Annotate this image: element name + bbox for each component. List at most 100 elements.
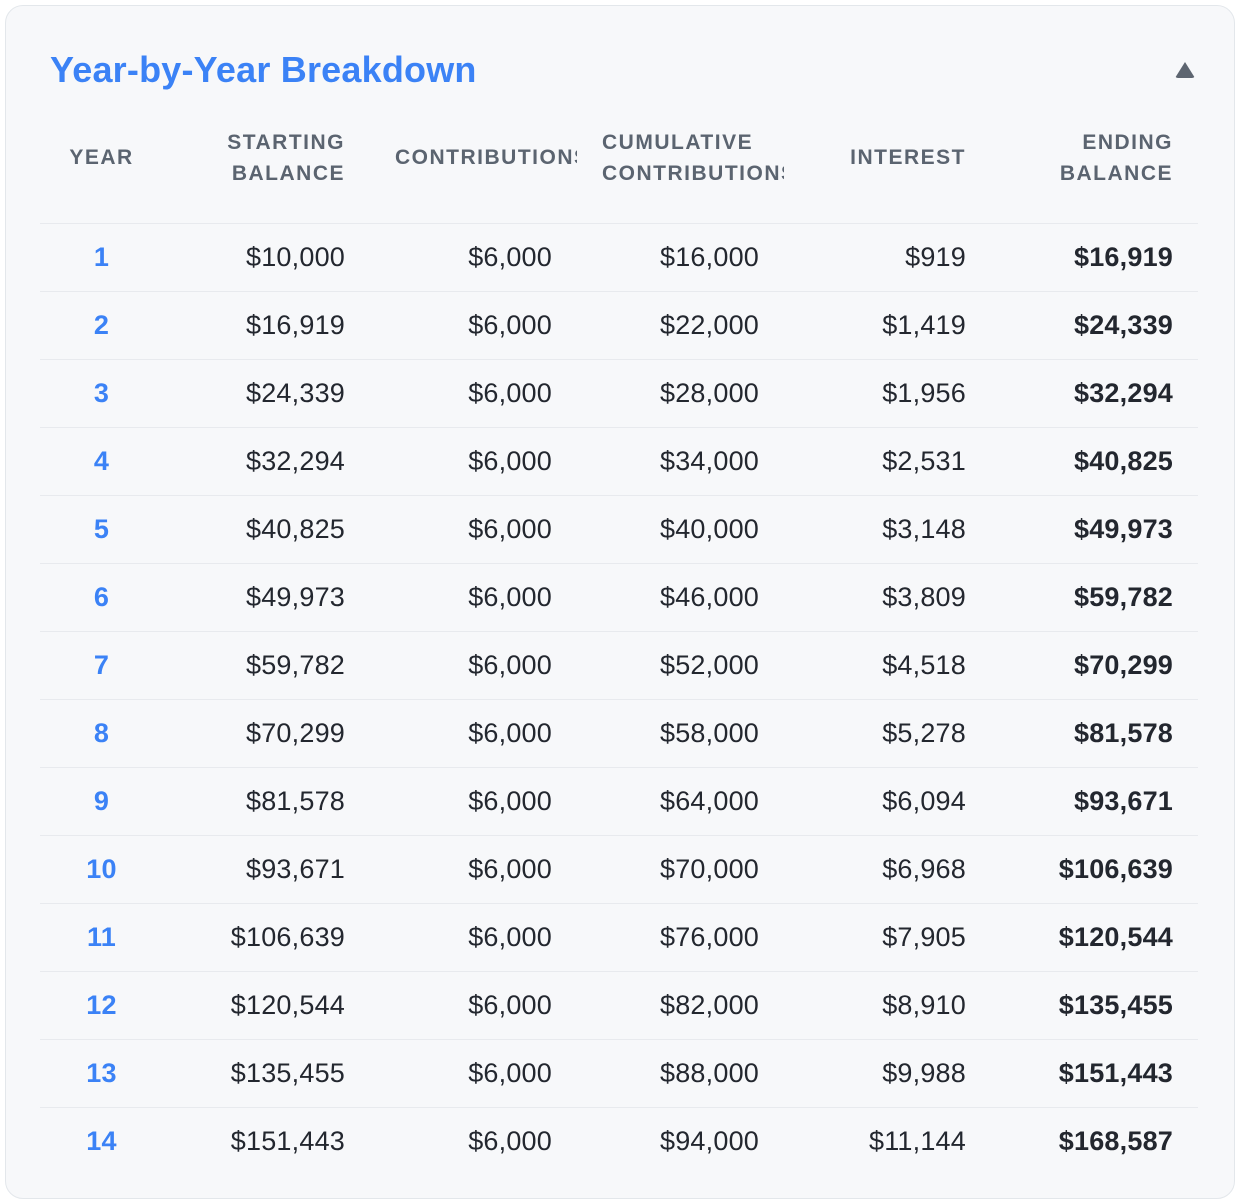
table-row: 9 $81,578 $6,000 $64,000 $6,094 $93,671 bbox=[40, 767, 1198, 836]
table-row: 13 $135,455 $6,000 $88,000 $9,988 $151,4… bbox=[40, 1039, 1198, 1108]
table-row: 14 $151,443 $6,000 $94,000 $11,144 $168,… bbox=[40, 1107, 1198, 1176]
interest-cell: $2,531 bbox=[784, 427, 991, 496]
card-header: Year-by-Year Breakdown bbox=[50, 48, 1198, 92]
cumulative-contribution-cell: $46,000 bbox=[577, 563, 784, 632]
cumulative-contribution-cell: $58,000 bbox=[577, 699, 784, 768]
ending-balance-cell: $81,578 bbox=[991, 699, 1198, 768]
card-title: Year-by-Year Breakdown bbox=[50, 49, 477, 90]
ending-balance-cell: $70,299 bbox=[991, 631, 1198, 700]
interest-cell: $11,144 bbox=[784, 1107, 991, 1176]
ending-balance-cell: $120,544 bbox=[991, 903, 1198, 972]
year-cell: 2 bbox=[40, 291, 163, 360]
column-header-interest: INTEREST bbox=[784, 92, 991, 224]
ending-balance-cell: $168,587 bbox=[991, 1107, 1198, 1176]
ending-balance-cell: $49,973 bbox=[991, 495, 1198, 564]
year-cell: 8 bbox=[40, 699, 163, 768]
interest-cell: $4,518 bbox=[784, 631, 991, 700]
table-row: 2 $16,919 $6,000 $22,000 $1,419 $24,339 bbox=[40, 291, 1198, 360]
contribution-cell: $6,000 bbox=[370, 835, 577, 904]
column-header-year: YEAR bbox=[40, 92, 163, 224]
contribution-cell: $6,000 bbox=[370, 495, 577, 564]
ending-balance-cell: $16,919 bbox=[1074, 242, 1173, 272]
cumulative-contribution-cell: $94,000 bbox=[577, 1107, 784, 1176]
interest-cell: $1,956 bbox=[784, 359, 991, 428]
table-row: 7 $59,782 $6,000 $52,000 $4,518 $70,299 bbox=[40, 631, 1198, 700]
interest-cell: $7,905 bbox=[784, 903, 991, 972]
contribution-cell: $6,000 bbox=[370, 1107, 577, 1176]
table-row: 1 $10,000 $6,000 $16,000 $919 $16,919 bbox=[40, 224, 1198, 292]
ending-balance-cell: $40,825 bbox=[991, 427, 1198, 496]
collapse-button[interactable] bbox=[1172, 57, 1198, 83]
contribution-cell: $6,000 bbox=[370, 427, 577, 496]
interest-cell: $3,809 bbox=[784, 563, 991, 632]
year-cell: 14 bbox=[40, 1107, 163, 1176]
contribution-cell: $6,000 bbox=[370, 359, 577, 428]
column-header-cumulative-contributions-label: CUMULATIVE CONTRIBUTIONS bbox=[602, 130, 784, 185]
table-body: 1 $10,000 $6,000 $16,000 $919 $16,919 2 … bbox=[40, 224, 1198, 1176]
table-row: 12 $120,544 $6,000 $82,000 $8,910 $135,4… bbox=[40, 971, 1198, 1040]
table-row: 4 $32,294 $6,000 $34,000 $2,531 $40,825 bbox=[40, 427, 1198, 496]
table-row: 3 $24,339 $6,000 $28,000 $1,956 $32,294 bbox=[40, 359, 1198, 428]
contribution-cell: $6,000 bbox=[370, 971, 577, 1040]
starting-balance-cell: $135,455 bbox=[163, 1039, 370, 1108]
column-header-cumulative-contributions: CUMULATIVE CONTRIBUTIONS bbox=[577, 92, 784, 224]
column-header-ending-balance: ENDING BALANCE bbox=[991, 92, 1198, 224]
ending-balance-cell: $135,455 bbox=[991, 971, 1198, 1040]
year-cell: 11 bbox=[40, 903, 163, 972]
interest-cell: $8,910 bbox=[784, 971, 991, 1040]
starting-balance-cell: $120,544 bbox=[163, 971, 370, 1040]
ending-balance-cell: $106,639 bbox=[991, 835, 1198, 904]
table-row: 6 $49,973 $6,000 $46,000 $3,809 $59,782 bbox=[40, 563, 1198, 632]
year-cell: 10 bbox=[40, 835, 163, 904]
cumulative-contribution-cell: $88,000 bbox=[577, 1039, 784, 1108]
column-header-contributions-label: CONTRIBUTIONS bbox=[395, 146, 577, 169]
contribution-cell: $6,000 bbox=[370, 699, 577, 768]
year-cell: 4 bbox=[40, 427, 163, 496]
year-cell: 13 bbox=[40, 1039, 163, 1108]
year-cell: 12 bbox=[40, 971, 163, 1040]
starting-balance-cell: $16,919 bbox=[163, 291, 370, 360]
interest-cell: $1,419 bbox=[784, 291, 991, 360]
interest-cell: $919 bbox=[905, 242, 966, 272]
cumulative-contribution-cell: $16,000 bbox=[660, 242, 759, 272]
starting-balance-cell: $59,782 bbox=[163, 631, 370, 700]
column-header-starting-balance: STARTING BALANCE bbox=[163, 92, 370, 224]
cumulative-contribution-cell: $22,000 bbox=[577, 291, 784, 360]
cumulative-contribution-cell: $28,000 bbox=[577, 359, 784, 428]
ending-balance-cell: $151,443 bbox=[991, 1039, 1198, 1108]
year-breakdown-card: Year-by-Year Breakdown YEAR STARTING BAL… bbox=[5, 5, 1235, 1199]
table-row: 5 $40,825 $6,000 $40,000 $3,148 $49,973 bbox=[40, 495, 1198, 564]
starting-balance-cell: $106,639 bbox=[163, 903, 370, 972]
contribution-cell: $6,000 bbox=[370, 631, 577, 700]
contribution-cell: $6,000 bbox=[370, 1039, 577, 1108]
starting-balance-cell: $81,578 bbox=[163, 767, 370, 836]
cumulative-contribution-cell: $34,000 bbox=[577, 427, 784, 496]
contribution-cell: $6,000 bbox=[370, 767, 577, 836]
year-cell: 9 bbox=[40, 767, 163, 836]
header-row: YEAR STARTING BALANCE CONTRIBUTIONS CUMU… bbox=[40, 92, 1198, 224]
ending-balance-cell: $32,294 bbox=[991, 359, 1198, 428]
table-row: 10 $93,671 $6,000 $70,000 $6,968 $106,63… bbox=[40, 835, 1198, 904]
cumulative-contribution-cell: $64,000 bbox=[577, 767, 784, 836]
starting-balance-cell: $32,294 bbox=[163, 427, 370, 496]
year-cell: 5 bbox=[40, 495, 163, 564]
breakdown-table: YEAR STARTING BALANCE CONTRIBUTIONS CUMU… bbox=[40, 92, 1198, 1176]
triangle-up-icon bbox=[1175, 62, 1195, 78]
year-cell: 7 bbox=[40, 631, 163, 700]
ending-balance-cell: $24,339 bbox=[991, 291, 1198, 360]
starting-balance-cell: $70,299 bbox=[163, 699, 370, 768]
cumulative-contribution-cell: $40,000 bbox=[577, 495, 784, 564]
contribution-cell: $6,000 bbox=[370, 903, 577, 972]
contribution-cell: $6,000 bbox=[370, 291, 577, 360]
starting-balance-cell: $24,339 bbox=[163, 359, 370, 428]
contribution-cell: $6,000 bbox=[370, 563, 577, 632]
starting-balance-cell: $40,825 bbox=[163, 495, 370, 564]
interest-cell: $6,094 bbox=[784, 767, 991, 836]
ending-balance-cell: $93,671 bbox=[991, 767, 1198, 836]
cumulative-contribution-cell: $52,000 bbox=[577, 631, 784, 700]
starting-balance-cell: $49,973 bbox=[163, 563, 370, 632]
table-row: 8 $70,299 $6,000 $58,000 $5,278 $81,578 bbox=[40, 699, 1198, 768]
interest-cell: $6,968 bbox=[784, 835, 991, 904]
starting-balance-cell: $10,000 bbox=[246, 242, 345, 272]
cumulative-contribution-cell: $70,000 bbox=[577, 835, 784, 904]
